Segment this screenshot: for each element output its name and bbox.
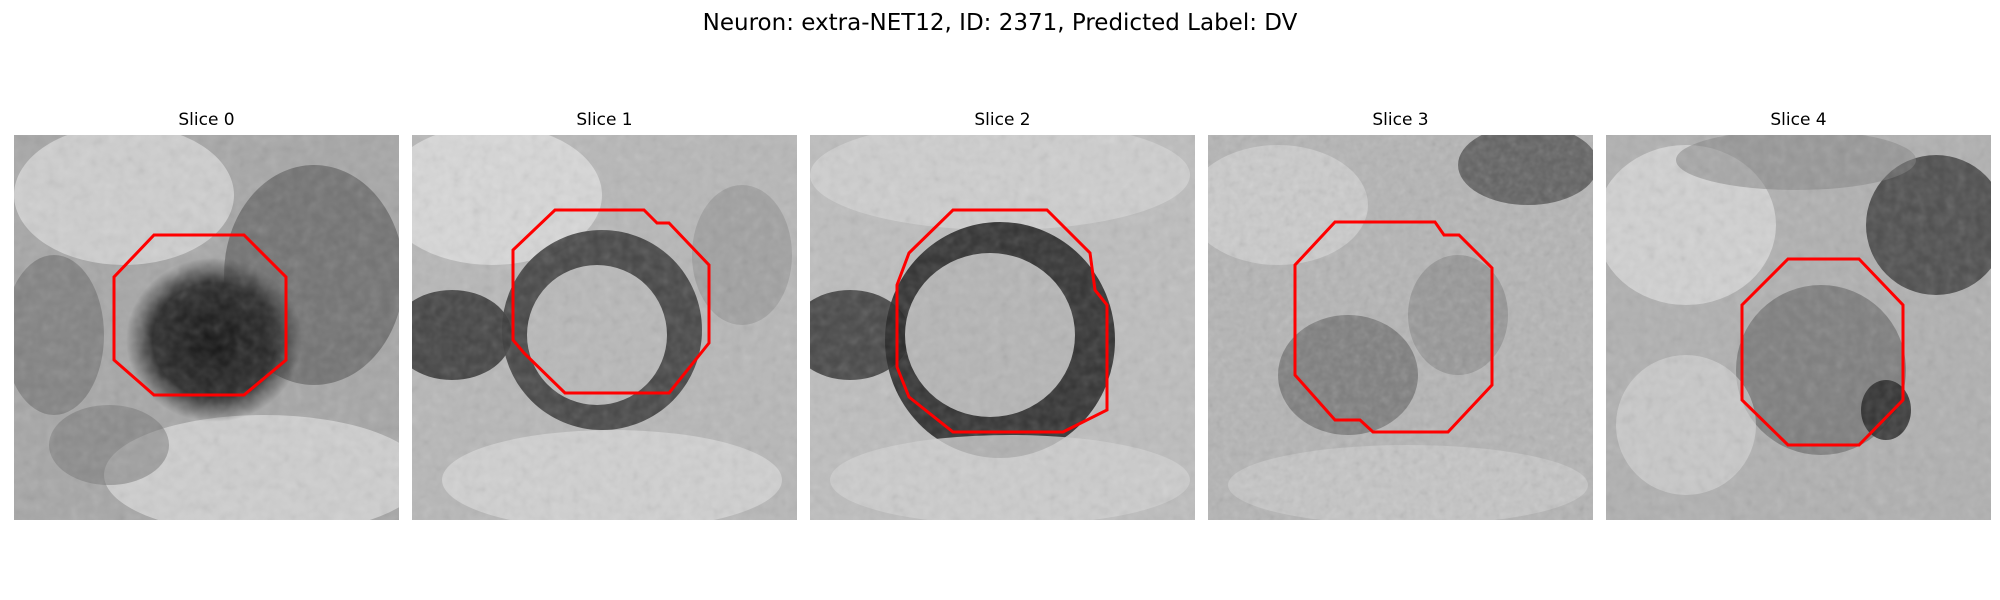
slice-title-4: Slice 4 bbox=[1770, 110, 1827, 130]
slice-image-2 bbox=[810, 135, 1195, 520]
slice-image-1 bbox=[412, 135, 797, 520]
slice-image-3 bbox=[1208, 135, 1593, 520]
slice-image-4 bbox=[1606, 135, 1991, 520]
slice-image-0 bbox=[14, 135, 399, 520]
slice-title-0: Slice 0 bbox=[178, 110, 235, 130]
roi-outline-2 bbox=[895, 208, 1109, 434]
figure-title: Neuron: extra-NET12, ID: 2371, Predicted… bbox=[702, 10, 1298, 36]
roi-outline-1 bbox=[511, 208, 711, 395]
roi-outline-0 bbox=[112, 233, 288, 397]
slice-title-1: Slice 1 bbox=[576, 110, 633, 130]
slice-title-3: Slice 3 bbox=[1372, 110, 1429, 130]
roi-outline-3 bbox=[1293, 220, 1494, 434]
roi-outline-4 bbox=[1740, 257, 1905, 447]
slice-title-2: Slice 2 bbox=[974, 110, 1031, 130]
